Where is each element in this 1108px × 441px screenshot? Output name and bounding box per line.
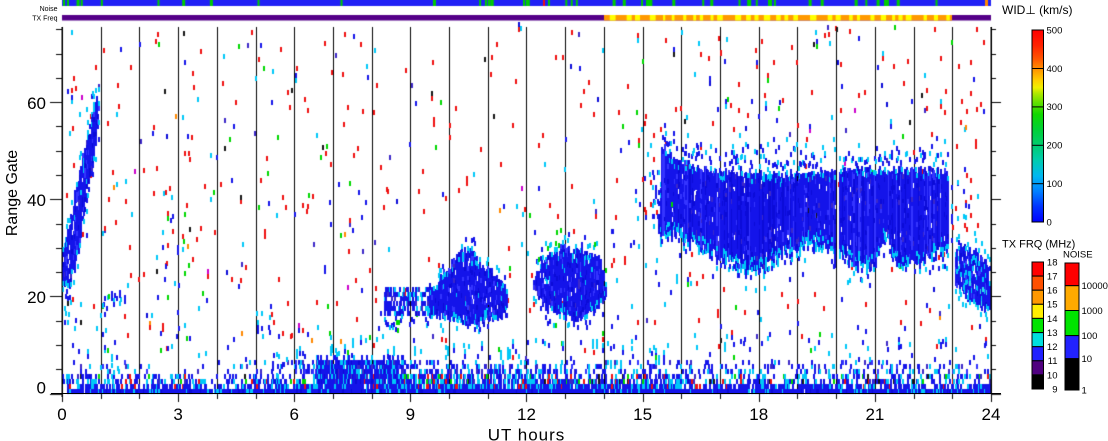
svg-text:3: 3	[173, 405, 182, 424]
svg-text:NOISE: NOISE	[1063, 250, 1093, 261]
svg-text:11: 11	[1048, 356, 1058, 367]
svg-text:WID⊥ (km/s): WID⊥ (km/s)	[1002, 3, 1072, 17]
svg-text:0: 0	[57, 405, 66, 424]
svg-text:15: 15	[1047, 300, 1058, 311]
svg-text:16: 16	[1047, 286, 1058, 297]
svg-text:100: 100	[1047, 179, 1063, 190]
svg-text:TX FRQ (MHz): TX FRQ (MHz)	[1002, 239, 1075, 251]
svg-text:40: 40	[27, 191, 46, 210]
svg-text:Noise: Noise	[40, 6, 58, 13]
svg-text:UT hours: UT hours	[488, 426, 566, 441]
svg-text:100: 100	[1082, 331, 1098, 342]
svg-text:TX Freq: TX Freq	[32, 16, 57, 23]
svg-text:1: 1	[1082, 385, 1087, 396]
svg-text:10000: 10000	[1082, 281, 1108, 292]
svg-text:18: 18	[1047, 257, 1058, 268]
svg-text:12: 12	[1047, 342, 1058, 353]
svg-text:20: 20	[27, 288, 46, 307]
svg-text:9: 9	[406, 405, 415, 424]
svg-text:12: 12	[517, 405, 536, 424]
svg-text:21: 21	[865, 405, 884, 424]
svg-text:9: 9	[1052, 384, 1057, 395]
svg-text:1000: 1000	[1082, 306, 1103, 317]
svg-text:24: 24	[982, 405, 1001, 424]
svg-text:10: 10	[1082, 354, 1093, 365]
svg-text:300: 300	[1047, 102, 1063, 113]
svg-text:14: 14	[1047, 314, 1058, 325]
svg-text:60: 60	[27, 94, 46, 113]
svg-text:10: 10	[1047, 370, 1058, 381]
svg-text:0: 0	[1047, 217, 1052, 228]
svg-text:400: 400	[1047, 64, 1063, 75]
svg-text:6: 6	[289, 405, 298, 424]
svg-text:18: 18	[749, 405, 768, 424]
svg-text:17: 17	[1047, 272, 1058, 283]
svg-text:15: 15	[633, 405, 652, 424]
svg-text:200: 200	[1047, 141, 1063, 152]
svg-text:Range Gate: Range Gate	[4, 150, 21, 236]
svg-text:500: 500	[1047, 25, 1063, 36]
svg-text:13: 13	[1047, 328, 1058, 339]
svg-text:0: 0	[37, 379, 46, 398]
